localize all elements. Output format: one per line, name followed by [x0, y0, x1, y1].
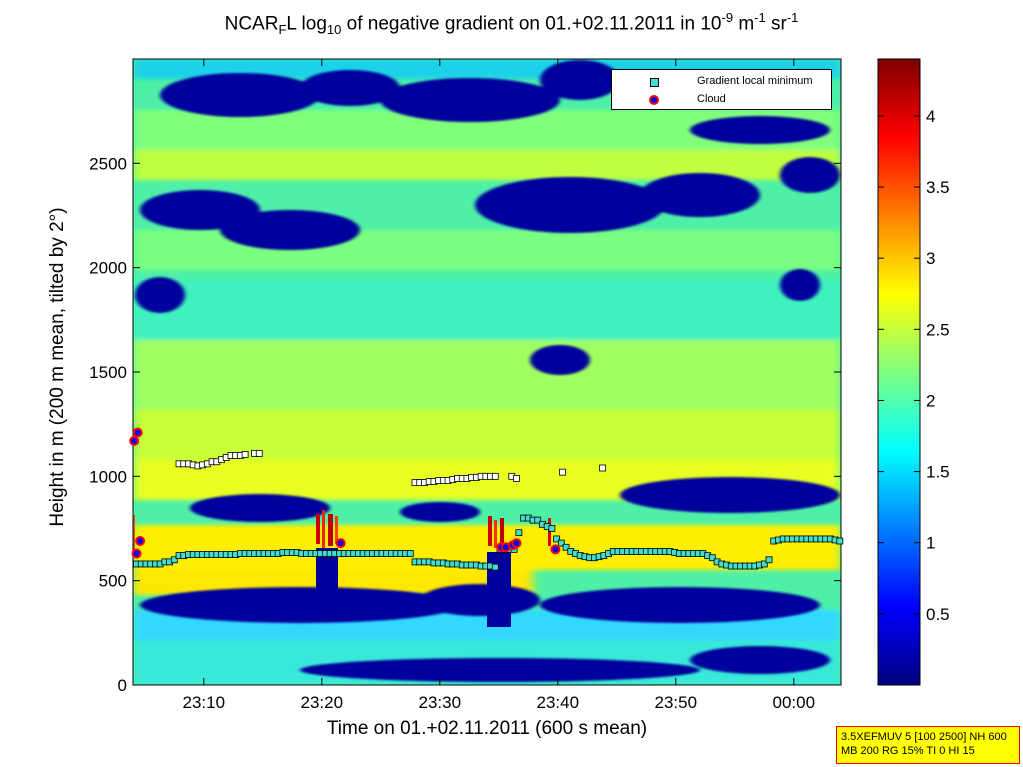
gradient-minimum-point [170, 556, 178, 564]
square-marker-icon [650, 78, 659, 87]
gradient-minimum-point [406, 550, 414, 557]
colorbar-tick-label: 4 [926, 107, 935, 126]
params-line-2: MB 200 RG 15% TI 0 HI 15 [841, 745, 975, 757]
chart-title: NCARFL log10 of negative gradient on 01.… [224, 10, 799, 38]
cloud-point [129, 435, 140, 446]
circle-marker-icon [649, 95, 659, 105]
colorbar-tick-label: 2.5 [926, 320, 950, 339]
cloud-point [132, 427, 143, 438]
gradient-minimum-point [557, 539, 565, 547]
cloud-point [131, 548, 142, 559]
colorbar-ticks: 0.5 1 1.5 2 2.5 3 3.5 4 [878, 107, 950, 624]
gradient-minimum-point [599, 464, 607, 472]
cloud-point [511, 538, 522, 549]
params-line-1: 3.5XEFMUV 5 [100 2500] NH 600 [841, 731, 1007, 743]
legend-label: Gradient local minimum [697, 75, 813, 87]
x-tick-label: 23:10 [183, 693, 226, 712]
gradient-minimum-point [562, 543, 570, 551]
heatmap-field [133, 59, 841, 685]
cloud-point [135, 536, 146, 547]
x-axis: 23:10 23:20 23:30 23:40 23:50 00:00 [183, 59, 816, 712]
gradient-minimum-point [513, 475, 520, 482]
legend-entry-minimum: Gradient local minimum [612, 74, 831, 90]
x-axis-label: Time on 01.+02.11.2011 (600 s mean) [326, 718, 648, 739]
y-tick-label: 2000 [89, 259, 127, 278]
x-tick-label: 23:40 [537, 693, 580, 712]
gradient-minimum-point [241, 451, 249, 458]
legend-entry-cloud: Cloud [612, 92, 831, 108]
y-tick-label: 1000 [89, 467, 127, 486]
legend: Gradient local minimum Cloud [611, 69, 832, 110]
gradient-minimum-point [765, 556, 773, 564]
gradient-minimum-point [491, 563, 499, 571]
gradient-minimum-point [836, 537, 844, 545]
x-tick-label: 00:00 [773, 693, 816, 712]
gradient-minimum-point [534, 516, 542, 524]
y-axis-label: Height in m (200 m mean, tilted by 2°) [47, 207, 68, 527]
x-tick-label: 23:20 [301, 693, 344, 712]
y-tick-label: 500 [99, 572, 127, 591]
y-tick-label: 1500 [89, 363, 127, 382]
colorbar-tick-label: 1.5 [926, 463, 950, 482]
y-axis: 0 500 1000 1500 2000 2500 [89, 154, 841, 695]
gradient-minimum-point [548, 525, 556, 532]
x-tick-label: 23:50 [655, 693, 698, 712]
legend-label: Cloud [697, 93, 726, 105]
colorbar-tick-label: 2 [926, 391, 935, 410]
parameters-box: 3.5XEFMUV 5 [100 2500] NH 600 MB 200 RG … [836, 726, 1020, 764]
x-tick-label: 23:30 [419, 693, 462, 712]
gradient-minimum-point [708, 554, 716, 562]
y-tick-label: 0 [118, 676, 127, 695]
gradient-minimum-point [491, 472, 499, 480]
data-markers [129, 427, 844, 571]
cloud-point [335, 538, 346, 549]
colorbar-tick-label: 1 [926, 534, 935, 553]
gradient-minimum-point [553, 535, 561, 543]
colorbar-tick-label: 3 [926, 249, 935, 268]
colorbar-tick-label: 3.5 [926, 178, 950, 197]
gradient-minimum-point [515, 529, 523, 537]
cloud-point [550, 544, 561, 555]
gradient-minimum-point [255, 449, 263, 457]
gradient-minimum-point [559, 468, 566, 476]
gradient-minimum-point [760, 560, 768, 568]
colorbar-tick-label: 0.5 [926, 605, 950, 624]
colorbar [877, 58, 921, 686]
y-tick-label: 2500 [89, 154, 127, 173]
